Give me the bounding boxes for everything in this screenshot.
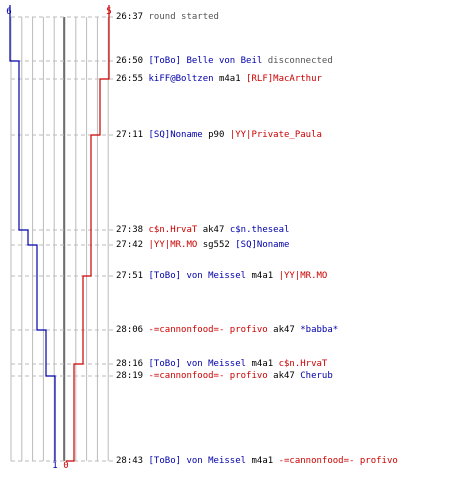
event-time: 26:55 — [116, 74, 149, 84]
event-row: 27:51 [ToBo] von Meissel m4a1 |YY|MR.MO — [116, 270, 327, 282]
event-weapon: m4a1 — [246, 456, 279, 466]
red-end-count: 0 — [63, 461, 68, 471]
event-killer: [ToBo] von Meissel — [148, 271, 247, 281]
event-time: 26:50 — [116, 56, 149, 66]
blue-alive-line — [9, 5, 56, 461]
event-killer: [SQ]Noname — [148, 130, 203, 140]
event-weapon: ak47 — [267, 371, 301, 381]
event-message: disconnected — [262, 56, 333, 66]
event-time: 27:42 — [116, 240, 149, 250]
alive-step-lines — [9, 5, 110, 462]
event-victim: -=cannonfood=- profivo — [278, 456, 398, 466]
grid-lines — [10, 17, 109, 461]
event-row: 27:42 |YY|MR.MO sg552 [SQ]Noname — [116, 239, 289, 251]
event-message: round started — [148, 12, 219, 22]
event-row: 28:19 -=cannonfood=- profivo ak47 Cherub — [116, 370, 333, 382]
event-time: 28:43 — [116, 456, 149, 466]
event-row: 28:43 [ToBo] von Meissel m4a1 -=cannonfo… — [116, 455, 398, 467]
event-weapon: ak47 — [267, 325, 301, 335]
event-killer: -=cannonfood=- profivo — [148, 325, 268, 335]
red-alive-line — [66, 5, 110, 462]
event-row: 28:16 [ToBo] von Meissel m4a1 c$n.HrvaT — [116, 358, 327, 370]
red-start-count: 5 — [106, 7, 111, 17]
event-row: 26:37 round started — [116, 11, 219, 23]
event-victim: |YY|MR.MO — [278, 271, 328, 281]
event-weapon: m4a1 — [246, 359, 279, 369]
event-row: 28:06 -=cannonfood=- profivo ak47 *babba… — [116, 324, 338, 336]
event-row: 27:11 [SQ]Noname p90 |YY|Private_Paula — [116, 129, 322, 141]
blue-start-count: 6 — [6, 7, 11, 17]
event-weapon: sg552 — [197, 240, 236, 250]
event-guide-lines — [11, 16, 114, 462]
event-row: 27:38 c$n.HrvaT ak47 c$n.theseal — [116, 224, 289, 236]
event-time: 28:06 — [116, 325, 149, 335]
event-killer: [ToBo] von Meissel — [148, 359, 247, 369]
blue-end-count: 1 — [52, 461, 57, 471]
event-victim: [RLF]MacArthur — [246, 74, 322, 84]
event-row: 26:50 [ToBo] Belle von Beil disconnected — [116, 55, 333, 67]
event-time: 26:37 — [116, 12, 149, 22]
event-victim: *babba* — [300, 325, 339, 335]
event-killer: kiFF@Boltzen — [148, 74, 214, 84]
event-victim: Cherub — [300, 371, 333, 381]
event-row: 26:55 kiFF@Boltzen m4a1 [RLF]MacArthur — [116, 73, 322, 85]
event-killer: -=cannonfood=- profivo — [148, 371, 268, 381]
event-weapon: m4a1 — [213, 74, 247, 84]
event-time: 27:51 — [116, 271, 149, 281]
event-killer: c$n.HrvaT — [148, 225, 198, 235]
event-victim: |YY|Private_Paula — [229, 130, 322, 140]
event-player: [ToBo] Belle von Beil — [148, 56, 263, 66]
event-victim: [SQ]Noname — [235, 240, 290, 250]
event-time: 28:16 — [116, 359, 149, 369]
event-victim: c$n.theseal — [229, 225, 290, 235]
event-time: 27:38 — [116, 225, 149, 235]
event-killer: [ToBo] von Meissel — [148, 456, 247, 466]
event-time: 28:19 — [116, 371, 149, 381]
event-weapon: p90 — [202, 130, 230, 140]
event-time: 27:11 — [116, 130, 149, 140]
event-victim: c$n.HrvaT — [278, 359, 328, 369]
event-killer: |YY|MR.MO — [148, 240, 198, 250]
event-weapon: m4a1 — [246, 271, 279, 281]
event-weapon: ak47 — [197, 225, 230, 235]
